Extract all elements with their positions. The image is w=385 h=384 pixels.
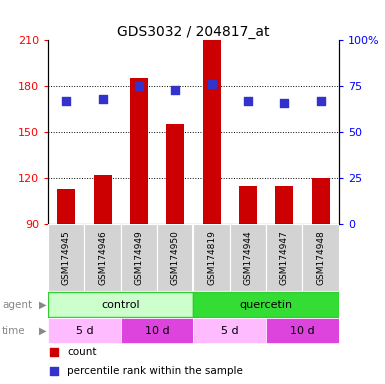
Text: GSM174945: GSM174945	[62, 230, 71, 285]
Point	[318, 98, 324, 104]
Point	[209, 81, 215, 87]
Bar	[84, 224, 121, 291]
Text: quercetin: quercetin	[239, 300, 293, 310]
Bar	[121, 224, 157, 291]
Bar	[57, 189, 75, 224]
Text: 10 d: 10 d	[145, 326, 169, 336]
Text: 10 d: 10 d	[290, 326, 315, 336]
Point	[100, 96, 106, 102]
Text: GSM174944: GSM174944	[243, 230, 253, 285]
Bar	[48, 292, 194, 317]
Text: 5 d: 5 d	[221, 326, 239, 336]
Text: percentile rank within the sample: percentile rank within the sample	[67, 366, 243, 376]
Text: 5 d: 5 d	[75, 326, 93, 336]
Text: ▶: ▶	[38, 326, 46, 336]
Text: GSM174949: GSM174949	[134, 230, 144, 285]
Bar	[194, 292, 339, 317]
Text: GSM174819: GSM174819	[207, 230, 216, 285]
Point	[245, 98, 251, 104]
Text: count: count	[67, 347, 97, 357]
Text: GSM174947: GSM174947	[280, 230, 289, 285]
Bar	[157, 224, 194, 291]
Bar	[266, 224, 303, 291]
Bar	[203, 40, 221, 224]
Bar	[121, 318, 194, 343]
Text: GSM174950: GSM174950	[171, 230, 180, 285]
Bar	[303, 224, 339, 291]
Point	[172, 87, 178, 93]
Text: time: time	[2, 326, 25, 336]
Bar	[230, 224, 266, 291]
Point	[51, 349, 57, 355]
Bar	[239, 186, 257, 224]
Point	[63, 98, 69, 104]
Text: agent: agent	[2, 300, 32, 310]
Bar	[194, 318, 266, 343]
Text: ▶: ▶	[38, 300, 46, 310]
Bar	[266, 318, 339, 343]
Bar	[194, 224, 230, 291]
Title: GDS3032 / 204817_at: GDS3032 / 204817_at	[117, 25, 270, 39]
Point	[136, 83, 142, 89]
Bar	[130, 78, 148, 224]
Bar	[94, 175, 112, 224]
Text: GSM174948: GSM174948	[316, 230, 325, 285]
Bar	[48, 318, 121, 343]
Bar	[275, 186, 293, 224]
Bar	[311, 178, 330, 224]
Bar	[48, 224, 84, 291]
Text: GSM174946: GSM174946	[98, 230, 107, 285]
Bar	[166, 124, 184, 224]
Point	[281, 99, 287, 106]
Point	[51, 368, 57, 374]
Text: control: control	[102, 300, 140, 310]
